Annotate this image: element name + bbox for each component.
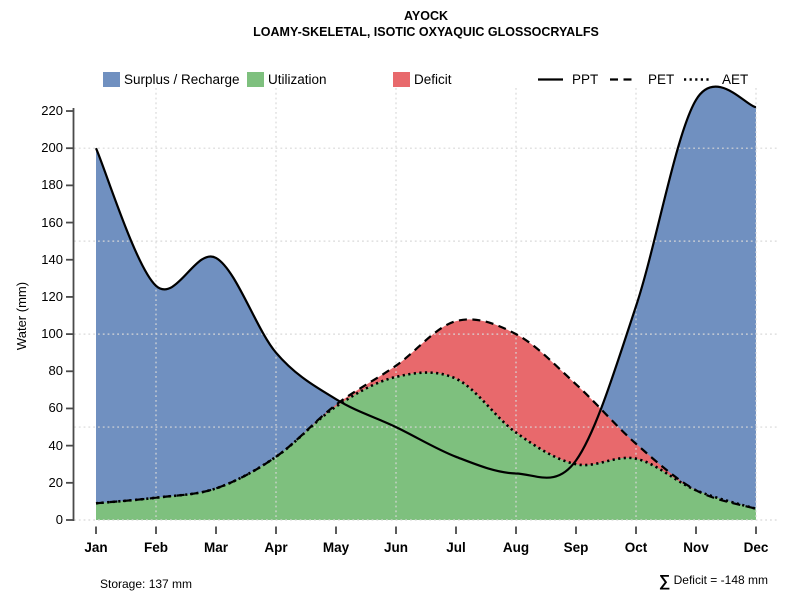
x-axis-label-jun: Jun bbox=[383, 540, 408, 555]
chart-title: AYOCK bbox=[404, 9, 448, 23]
ppt-line bbox=[94, 85, 757, 479]
surplus-area bbox=[96, 86, 756, 521]
x-axis-label-nov: Nov bbox=[683, 540, 709, 555]
legend-label-pet: PET bbox=[648, 72, 675, 87]
gridlines bbox=[74, 88, 778, 521]
deficit-swatch-icon bbox=[393, 72, 410, 87]
y-axis-label-80: 80 bbox=[48, 363, 63, 379]
x-axis-label-apr: Apr bbox=[264, 540, 288, 555]
x-axis-label-sep: Sep bbox=[563, 540, 589, 555]
storage-annotation: Storage: 137 mm bbox=[100, 577, 193, 591]
x-axis-label-dec: Dec bbox=[743, 540, 769, 555]
y-axis-label-120: 120 bbox=[41, 288, 63, 304]
x-axis-label-may: May bbox=[322, 540, 350, 555]
series-lines bbox=[94, 85, 757, 511]
axes bbox=[66, 108, 757, 534]
legend-label-deficit: Deficit bbox=[414, 72, 452, 87]
utilization-area bbox=[96, 372, 756, 520]
utilization-swatch-icon bbox=[247, 72, 264, 87]
x-axis-label-jan: Jan bbox=[84, 540, 108, 555]
deficit-area bbox=[96, 319, 756, 509]
y-axis-label-60: 60 bbox=[48, 400, 63, 416]
surplus-swatch-icon bbox=[103, 72, 120, 87]
sigma-icon: ∑ bbox=[658, 573, 671, 590]
y-axis-label-160: 160 bbox=[41, 214, 63, 230]
legend-label-aet: AET bbox=[722, 72, 749, 87]
deficit-sum-text: Deficit = -148 mm bbox=[670, 573, 768, 587]
chart-subtitle: LOAMY-SKELETAL, ISOTIC OXYAQUIC GLOSSOCR… bbox=[253, 25, 599, 39]
legend-label-surplus: Surplus / Recharge bbox=[124, 72, 240, 87]
y-axis-label-100: 100 bbox=[41, 326, 63, 342]
y-axis-label-200: 200 bbox=[41, 140, 63, 156]
legend-label-ppt: PPT bbox=[572, 72, 599, 87]
y-axis-label-40: 40 bbox=[48, 437, 63, 453]
deficit-sum-annotation: ∑ Deficit = -148 mm bbox=[500, 573, 768, 591]
y-axis-label-140: 140 bbox=[41, 251, 63, 267]
x-axis-label-jul: Jul bbox=[446, 540, 466, 555]
y-axis-label-20: 20 bbox=[48, 474, 63, 490]
x-axis-label-mar: Mar bbox=[203, 540, 228, 555]
y-axis-title: Water (mm) bbox=[14, 281, 29, 351]
legend-label-utilization: Utilization bbox=[268, 72, 327, 87]
area-fills bbox=[96, 86, 756, 521]
y-axis-label-220: 220 bbox=[41, 103, 63, 119]
x-axis-label-oct: Oct bbox=[624, 540, 648, 555]
x-axis-label-aug: Aug bbox=[502, 540, 530, 555]
y-axis-label-0: 0 bbox=[55, 512, 63, 527]
y-axis-label-180: 180 bbox=[41, 177, 63, 193]
x-axis-label-feb: Feb bbox=[143, 540, 168, 555]
